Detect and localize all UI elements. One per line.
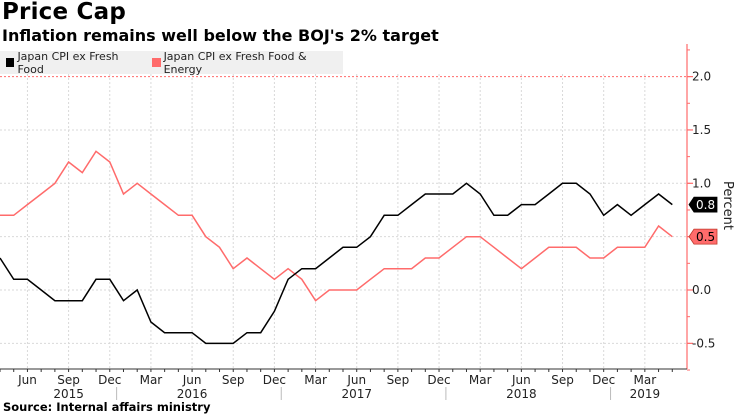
legend-label: Japan CPI ex Fresh Food (17, 49, 119, 76)
x-tick-label: Sep (387, 373, 410, 387)
x-year-label: 2019 (630, 387, 661, 401)
legend-swatch (152, 58, 161, 67)
x-tick-label: Dec (592, 373, 615, 387)
y-tick-label: 1.0 (692, 176, 711, 190)
y-tick-label: 1.5 (692, 123, 711, 137)
x-year-label: 2016 (177, 387, 208, 401)
source-note: Source: Internal affairs ministry (3, 400, 211, 414)
series-line-cpi-ex-fresh-food-energy (0, 150, 673, 302)
legend-label: Japan CPI ex Fresh Food & Energy (163, 49, 307, 76)
x-tick-label: Mar (304, 373, 327, 387)
y-tick-label: -0.5 (692, 336, 715, 350)
x-year-label: 2018 (506, 387, 537, 401)
x-tick-label: Jun (182, 373, 202, 387)
x-year-label: 2015 (53, 387, 84, 401)
x-tick-label: Mar (634, 373, 657, 387)
legend-item-cpi-ex-fresh-food-energy: Japan CPI ex Fresh Food & Energy (152, 50, 337, 76)
last-value-tag (688, 196, 718, 213)
chart-subtitle: Inflation remains well below the BOJ's 2… (2, 26, 439, 45)
y-tick-label: 2.0 (692, 70, 711, 84)
legend-item-cpi-ex-fresh-food: Japan CPI ex Fresh Food (6, 50, 140, 76)
last-value-label: 0.5 (696, 230, 715, 244)
x-tick-label: Mar (140, 373, 163, 387)
chart-title: Price Cap (2, 0, 126, 25)
x-tick-label: Dec (263, 373, 286, 387)
last-value-tag (688, 228, 718, 245)
x-tick-label: Jun (511, 373, 531, 387)
legend: Japan CPI ex Fresh Food Japan CPI ex Fre… (0, 50, 343, 76)
x-tick-label: Dec (427, 373, 450, 387)
x-tick-label: Sep (57, 373, 80, 387)
x-tick-label: Dec (98, 373, 121, 387)
x-tick-label: Jun (17, 373, 37, 387)
x-tick-label: Sep (551, 373, 574, 387)
series-line-cpi-ex-fresh-food (0, 182, 673, 345)
y-tick-label: 0.0 (692, 283, 711, 297)
x-tick-label: Jun (346, 373, 366, 387)
legend-swatch (6, 58, 15, 67)
x-tick-label: Sep (222, 373, 245, 387)
x-tick-label: Mar (469, 373, 492, 387)
y-axis-label: Percent (720, 181, 735, 230)
x-year-label: 2017 (341, 387, 372, 401)
last-value-label: 0.8 (696, 198, 715, 212)
